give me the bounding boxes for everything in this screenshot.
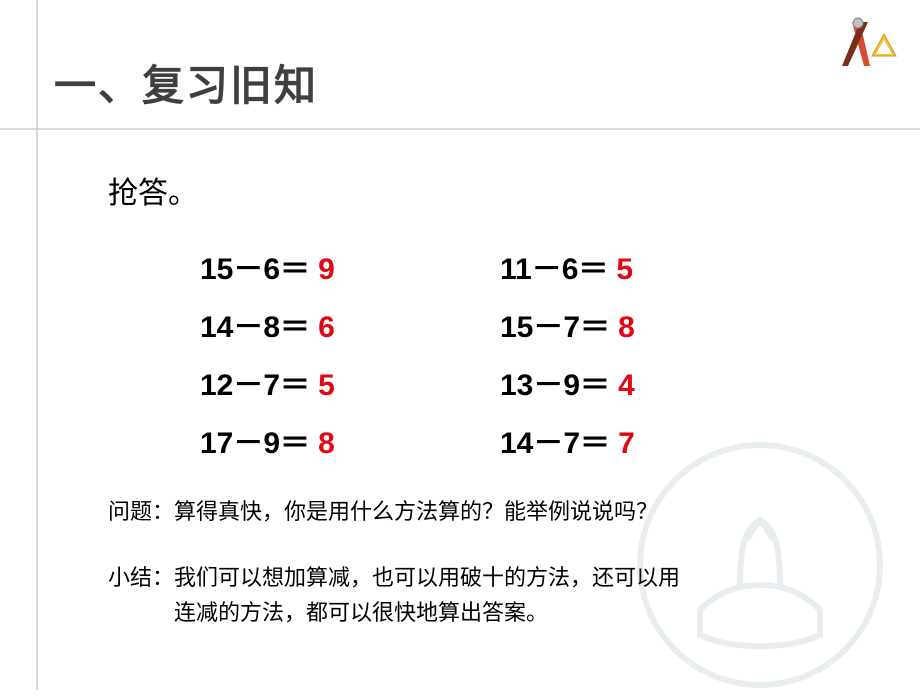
section-title: 一、复习旧知 (54, 52, 318, 113)
equation-row: 15－6＝ 9 11－6＝ 5 (200, 244, 800, 288)
equation: 15－6＝ 9 (200, 244, 500, 288)
summary-text: 小结：我们可以想加算减，也可以用破十的方法，还可以用连减的方法，都可以很快地算出… (108, 560, 680, 630)
equation-expression: 11－6＝ (500, 244, 608, 288)
equation: 12－7＝ 5 (200, 360, 500, 404)
equation-answer: 6 (318, 311, 335, 345)
equation: 11－6＝ 5 (500, 244, 800, 288)
summary-body: 我们可以想加算减，也可以用破十的方法，还可以用连减的方法，都可以很快地算出答案。 (174, 560, 680, 630)
title-area: 一、复习旧知 (54, 52, 318, 113)
equation-answer: 9 (318, 253, 335, 287)
slide: 一、复习旧知 抢答。 15－6＝ 9 11－6＝ 5 14－8＝ 6 (0, 0, 920, 690)
equation-row: 12－7＝ 5 13－9＝ 4 (200, 360, 800, 404)
equation: 14－8＝ 6 (200, 302, 500, 346)
equation-row: 14－8＝ 6 15－7＝ 8 (200, 302, 800, 346)
vertical-divider (36, 0, 38, 690)
equation-expression: 17－9＝ (200, 418, 310, 462)
equation-expression: 15－6＝ (200, 244, 310, 288)
summary-line: 我们可以想加算减，也可以用破十的方法，还可以用 (174, 565, 680, 590)
summary-line: 连减的方法，都可以很快地算出答案。 (174, 600, 548, 625)
equation-answer: 4 (618, 369, 635, 403)
equation-expression: 14－8＝ (200, 302, 310, 346)
equation: 13－9＝ 4 (500, 360, 800, 404)
question-text: 问题：算得真快，你是用什么方法算的？能举例说说吗？ (108, 494, 658, 526)
equation-expression: 12－7＝ (200, 360, 310, 404)
horizontal-divider (0, 128, 920, 130)
equation-expression: 13－9＝ (500, 360, 610, 404)
drafting-tools-icon (830, 14, 900, 74)
watermark-icon (630, 435, 890, 700)
equation: 15－7＝ 8 (500, 302, 800, 346)
equation: 17－9＝ 8 (200, 418, 500, 462)
equation-expression: 15－7＝ (500, 302, 610, 346)
equation-answer: 5 (318, 369, 335, 403)
equation-answer: 8 (618, 311, 635, 345)
equation-answer: 5 (616, 253, 633, 287)
equation-expression: 14－7＝ (500, 418, 610, 462)
equation-answer: 8 (318, 427, 335, 461)
subtitle: 抢答。 (108, 168, 198, 212)
summary-label: 小结： (108, 560, 174, 595)
